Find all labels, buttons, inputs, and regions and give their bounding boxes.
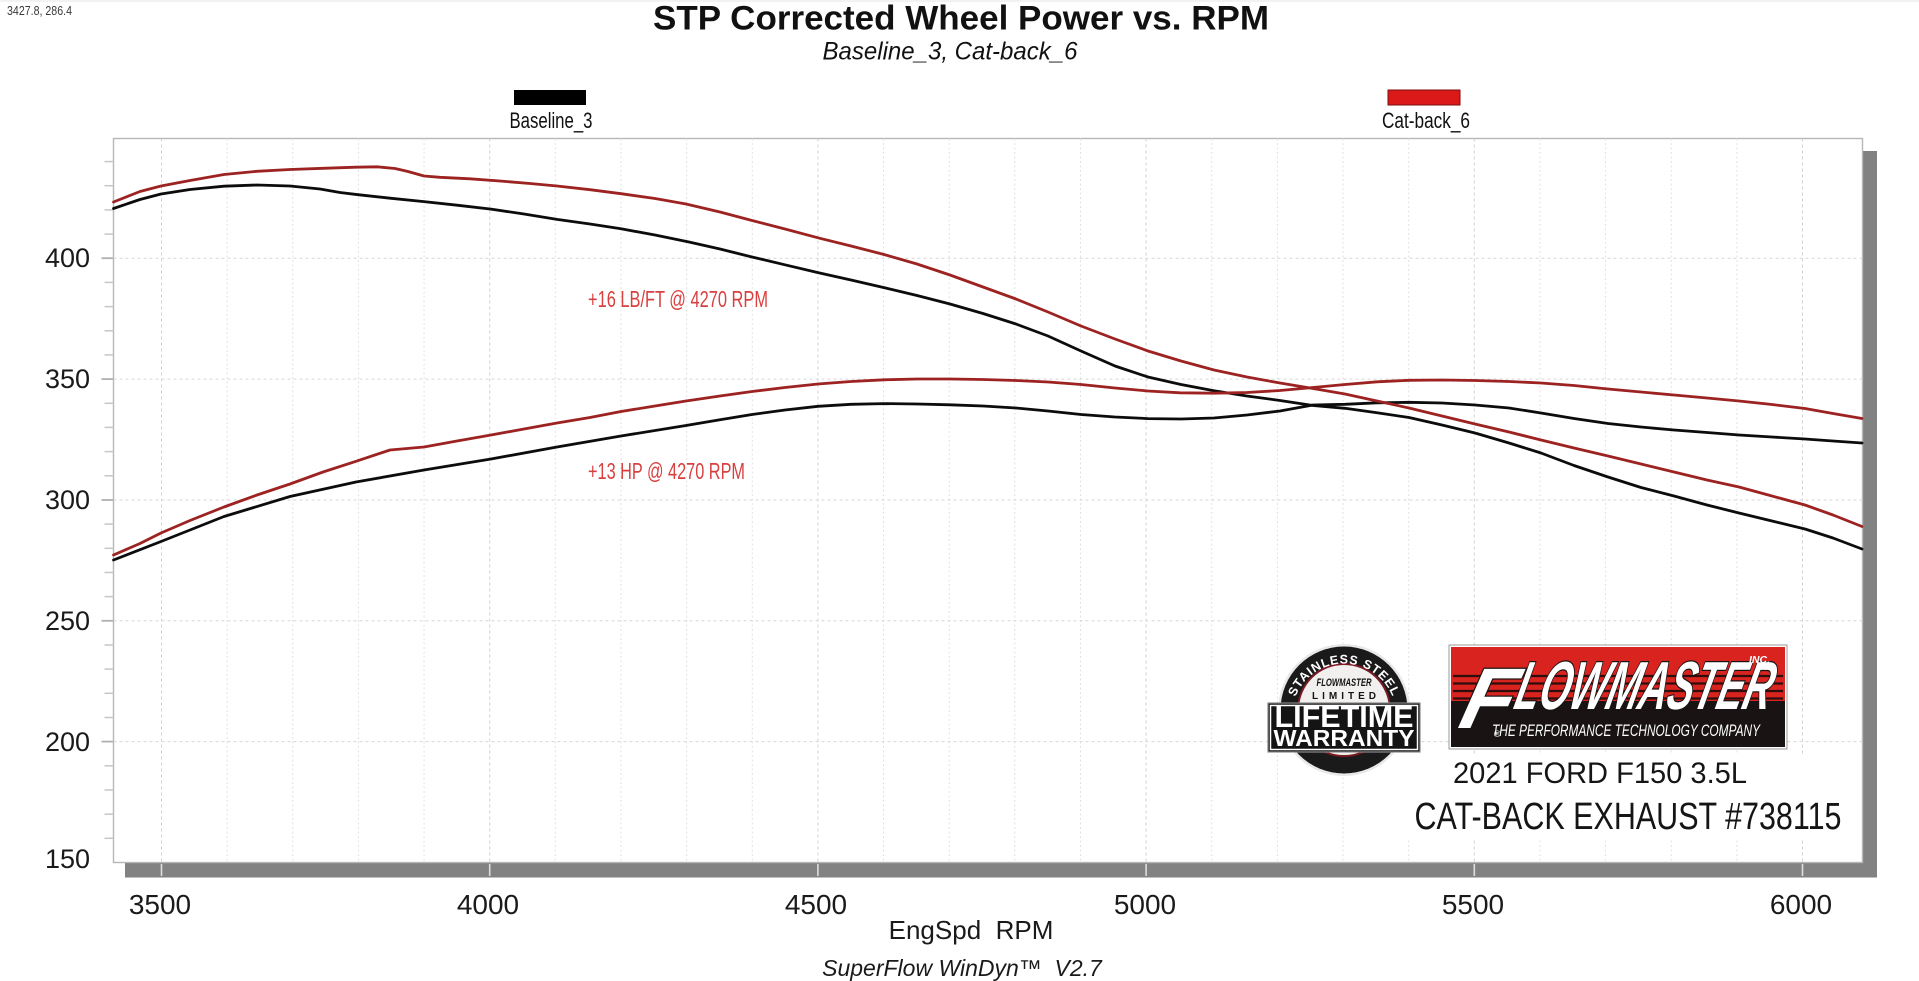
svg-text:150: 150 [45, 844, 90, 874]
svg-text:4500: 4500 [785, 889, 847, 920]
svg-text:STP Corrected Wheel Power vs.: STP Corrected Wheel Power vs. RPM [653, 0, 1269, 38]
svg-text:INC.: INC. [1749, 654, 1770, 666]
svg-text:+13 HP @ 4270 RPM: +13 HP @ 4270 RPM [588, 458, 745, 484]
svg-text:Baseline_3: Baseline_3 [510, 108, 593, 133]
svg-text:350: 350 [45, 364, 90, 394]
svg-text:2021 FORD F150 3.5L: 2021 FORD F150 3.5L [1453, 757, 1747, 790]
svg-text:LOWMASTER: LOWMASTER [1509, 647, 1784, 724]
svg-text:Cat-back_6: Cat-back_6 [1382, 108, 1470, 133]
svg-text:WARRANTY: WARRANTY [1274, 725, 1415, 751]
svg-text:6000: 6000 [1770, 889, 1832, 920]
svg-text:250: 250 [45, 606, 90, 636]
svg-text:4000: 4000 [457, 889, 519, 920]
svg-text:300: 300 [45, 485, 90, 515]
svg-text:FLOWMASTER: FLOWMASTER [1317, 677, 1372, 689]
svg-text:EngSpd RPM: EngSpd RPM [889, 915, 1054, 945]
svg-text:THE PERFORMANCE TECHNOLOGY COM: THE PERFORMANCE TECHNOLOGY COMPANY [1492, 722, 1761, 740]
svg-text:5000: 5000 [1114, 889, 1176, 920]
svg-text:+16 LB/FT @ 4270 RPM: +16 LB/FT @ 4270 RPM [588, 286, 768, 312]
svg-text:SuperFlow WinDyn™ V2.7: SuperFlow WinDyn™ V2.7 [822, 955, 1103, 981]
svg-text:Baseline_3, Cat-back_6: Baseline_3, Cat-back_6 [823, 38, 1078, 66]
svg-text:3500: 3500 [129, 889, 191, 920]
svg-text:®: ® [1494, 729, 1501, 739]
svg-text:5500: 5500 [1442, 889, 1504, 920]
svg-text:CAT-BACK EXHAUST #738115: CAT-BACK EXHAUST #738115 [1415, 796, 1842, 838]
svg-text:LIFETIME: LIFETIME [1275, 699, 1414, 734]
svg-text:200: 200 [45, 727, 90, 757]
svg-text:3427.8, 286.4: 3427.8, 286.4 [7, 4, 72, 18]
svg-text:400: 400 [45, 243, 90, 273]
